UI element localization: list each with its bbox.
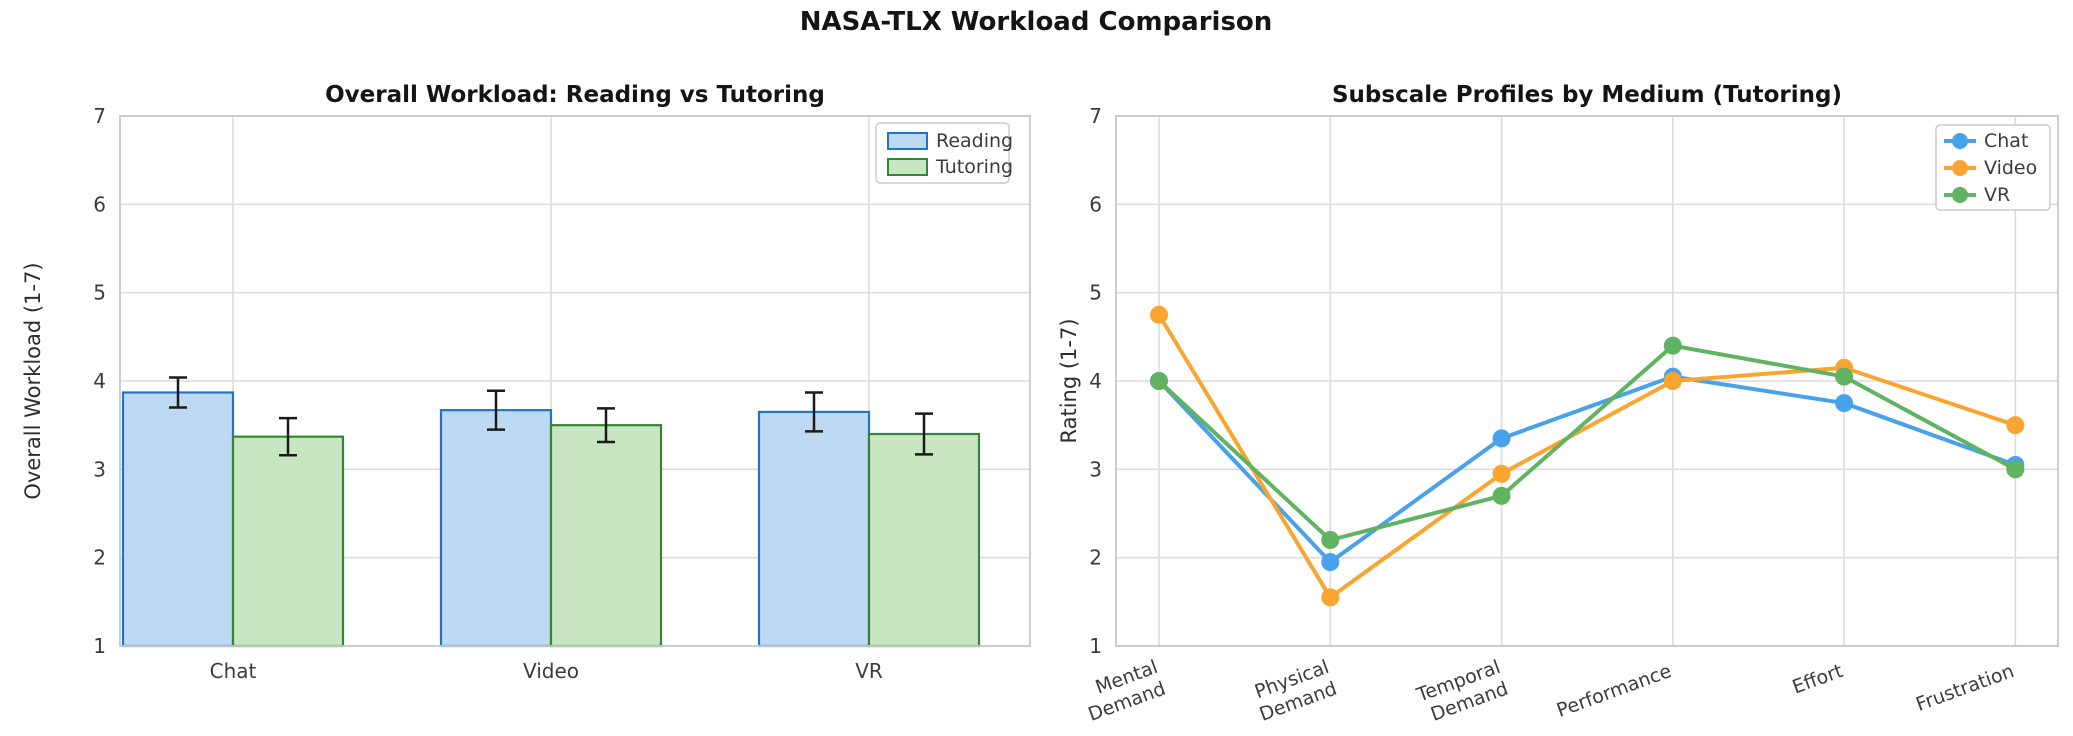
svg-text:4: 4 xyxy=(1089,369,1102,393)
legend-label-chat: Chat xyxy=(1984,130,2028,152)
plot-border xyxy=(119,115,1031,647)
y-tick-labels: 1 2 3 4 5 6 7 xyxy=(93,104,106,658)
svg-text:6: 6 xyxy=(93,192,106,216)
marker-chat-2 xyxy=(1492,429,1511,448)
svg-text:2: 2 xyxy=(93,546,106,570)
svg-text:Chat: Chat xyxy=(210,659,257,683)
x-tick-label-5: Frustration xyxy=(1913,660,2017,716)
line-chat xyxy=(1157,374,2017,565)
marker-vr-2 xyxy=(1492,486,1511,505)
legend-marker-video xyxy=(1952,160,1968,176)
marker-video-0 xyxy=(1150,305,1168,324)
svg-text:1: 1 xyxy=(93,634,106,658)
svg-text:Video: Video xyxy=(523,659,579,683)
x-tick-labels: MentalDemand PhysicalDemand TemporalDemand… xyxy=(1077,656,2017,728)
svg-text:5: 5 xyxy=(93,281,106,305)
svg-text:3: 3 xyxy=(93,457,106,481)
svg-text:7: 7 xyxy=(1089,104,1102,128)
marker-video-2 xyxy=(1492,464,1511,483)
legend-label-video: Video xyxy=(1984,157,2037,179)
bar-tutoring-1 xyxy=(549,424,663,648)
figure-title: NASA-TLX Workload Comparison xyxy=(799,7,1273,37)
plot-border xyxy=(1115,115,2059,647)
line-vr xyxy=(1157,343,2017,542)
legend-swatch-tutoring xyxy=(887,158,928,176)
bars xyxy=(121,391,981,648)
error-bars xyxy=(169,376,933,457)
bar-tutoring-2 xyxy=(867,432,981,648)
svg-text:3: 3 xyxy=(1089,457,1102,481)
marker-vr-3 xyxy=(1663,336,1682,355)
marker-chat-4 xyxy=(1835,394,1854,413)
marker-video-1 xyxy=(1321,588,1340,607)
svg-text:6: 6 xyxy=(1089,192,1102,216)
x-tick-label-3: Performance xyxy=(1554,660,1675,722)
legend-label-vr: VR xyxy=(1984,184,2010,206)
svg-text:2: 2 xyxy=(1089,546,1102,570)
marker-vr-5 xyxy=(2006,460,2025,479)
marker-vr-4 xyxy=(1835,367,1854,386)
legend: Reading Tutoring xyxy=(875,122,1013,184)
x-tick-label-2: TemporalDemand xyxy=(1413,656,1511,728)
marker-chat-1 xyxy=(1321,553,1340,572)
legend-label-tutoring: Tutoring xyxy=(935,156,1013,178)
x-tick-label-4: Effort xyxy=(1789,660,1845,698)
line-chart-title: Subscale Profiles by Medium (Tutoring) xyxy=(1331,82,1843,108)
bar-tutoring-0 xyxy=(231,435,345,648)
marker-video-3 xyxy=(1663,372,1682,390)
series-lines xyxy=(1150,305,2025,607)
svg-text:5: 5 xyxy=(1089,281,1102,305)
y-tick-labels: 1 2 3 4 5 6 7 xyxy=(1089,104,1102,658)
svg-text:1: 1 xyxy=(1089,634,1102,658)
legend-marker-chat xyxy=(1952,133,1968,149)
x-tick-label-0: MentalDemand xyxy=(1077,656,1168,726)
x-tick-label-1: PhysicalDemand xyxy=(1249,656,1340,726)
gridlines xyxy=(1116,115,2058,647)
legend-label-reading: Reading xyxy=(936,130,1013,152)
legend: Chat Video VR xyxy=(1935,124,2051,211)
legend-swatch-reading xyxy=(887,132,928,150)
legend-marker-vr xyxy=(1952,187,1968,203)
marker-vr-0 xyxy=(1150,372,1168,390)
x-tick-labels: Chat Video VR xyxy=(210,659,883,683)
svg-text:VR: VR xyxy=(855,659,883,683)
svg-text:4: 4 xyxy=(93,369,106,393)
bar-chart-title: Overall Workload: Reading vs Tutoring xyxy=(325,82,825,108)
marker-video-5 xyxy=(2006,416,2025,435)
line-video xyxy=(1157,313,2016,600)
svg-text:7: 7 xyxy=(93,104,106,128)
marker-vr-1 xyxy=(1321,531,1340,549)
